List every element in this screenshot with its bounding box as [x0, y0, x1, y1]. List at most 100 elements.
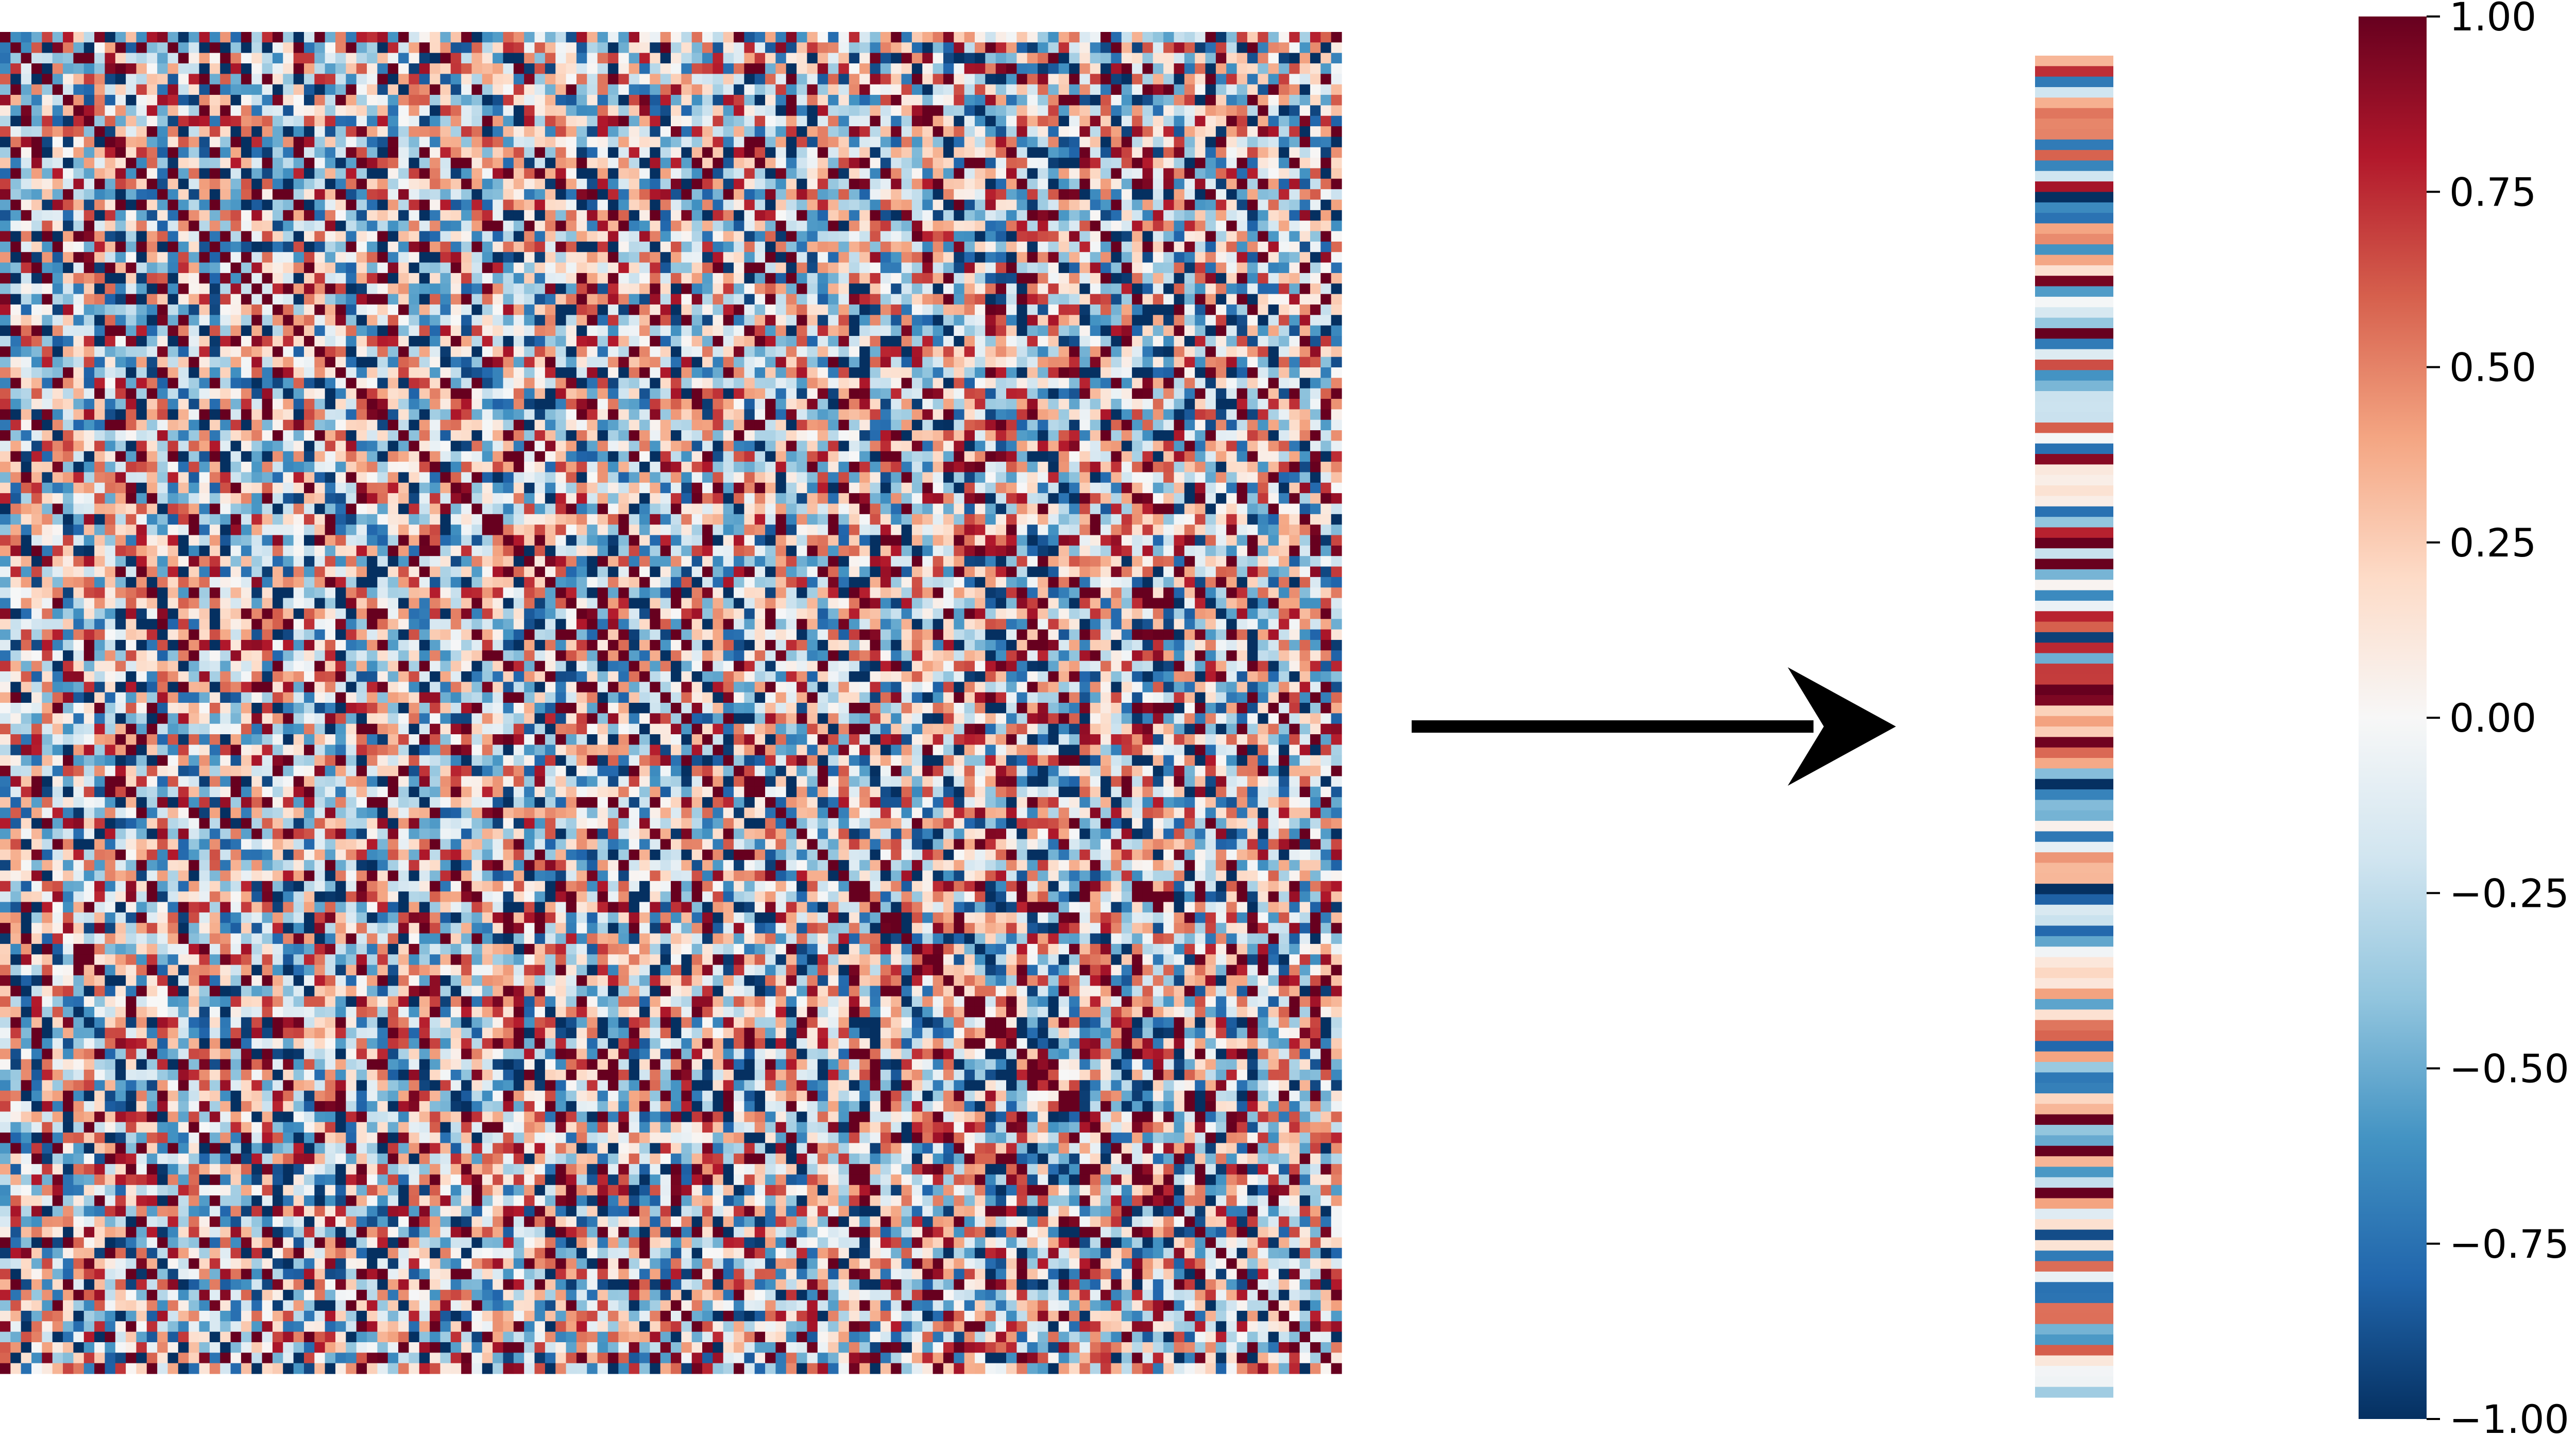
matrix-cell [1038, 315, 1048, 326]
matrix-cell [387, 262, 399, 274]
matrix-cell [849, 335, 860, 347]
matrix-cell [891, 221, 902, 232]
matrix-cell [1027, 388, 1038, 399]
matrix-cell [209, 147, 221, 158]
matrix-cell [922, 137, 934, 148]
matrix-cell [1153, 409, 1164, 420]
matrix-cell [146, 346, 158, 358]
matrix-cell [1006, 84, 1017, 95]
matrix-cell [660, 147, 671, 158]
matrix-cell [409, 430, 420, 441]
matrix-cell [1111, 189, 1122, 200]
matrix-cell [744, 273, 755, 284]
matrix-cell [691, 357, 703, 368]
matrix-cell [189, 388, 200, 399]
matrix-cell [251, 367, 263, 378]
matrix-cell [251, 419, 263, 431]
matrix-cell [461, 126, 472, 138]
matrix-cell [303, 409, 315, 420]
matrix-cell [482, 315, 493, 326]
matrix-cell [377, 105, 388, 116]
matrix-cell [1153, 357, 1164, 368]
matrix-cell [189, 367, 200, 378]
matrix-cell [1258, 430, 1269, 441]
matrix-cell [1006, 304, 1017, 315]
matrix-cell [73, 325, 84, 336]
matrix-cell [555, 231, 567, 242]
matrix-cell [1142, 126, 1154, 138]
matrix-cell [31, 325, 42, 336]
matrix-cell [1121, 315, 1132, 326]
matrix-cell [440, 388, 451, 399]
matrix-cell [555, 84, 567, 95]
matrix-cell [63, 210, 74, 221]
matrix-cell [105, 115, 116, 127]
matrix-cell [409, 189, 420, 200]
matrix-cell [178, 357, 189, 368]
matrix-cell [828, 221, 839, 232]
matrix-cell [303, 252, 315, 263]
matrix-cell [1142, 95, 1154, 106]
matrix-cell [1174, 294, 1185, 305]
matrix-cell [10, 210, 22, 221]
matrix-cell [587, 419, 598, 431]
matrix-cell [796, 126, 808, 138]
matrix-cell [293, 199, 304, 211]
matrix-cell [377, 158, 388, 169]
matrix-cell [450, 95, 462, 106]
matrix-cell [618, 325, 630, 336]
matrix-cell [1016, 399, 1028, 410]
matrix-cell [765, 178, 776, 190]
matrix-cell [1100, 357, 1112, 368]
matrix-cell [545, 231, 556, 242]
matrix-cell [901, 335, 912, 347]
matrix-cell [1079, 241, 1091, 252]
matrix-cell [817, 430, 828, 441]
matrix-cell [1142, 63, 1154, 74]
matrix-cell [283, 273, 294, 284]
matrix-cell [754, 283, 766, 295]
matrix-cell [838, 199, 850, 211]
matrix-cell [1289, 241, 1300, 252]
matrix-cell [534, 105, 546, 116]
matrix-cell [828, 63, 839, 74]
matrix-cell [199, 158, 210, 169]
matrix-cell [587, 84, 598, 95]
matrix-cell [671, 199, 682, 211]
matrix-cell [1079, 199, 1091, 211]
matrix-cell [1058, 32, 1070, 43]
matrix-cell [105, 178, 116, 190]
matrix-cell [1195, 42, 1206, 54]
matrix-cell [754, 105, 766, 116]
matrix-cell [555, 199, 567, 211]
matrix-cell [1320, 367, 1332, 378]
matrix-cell [681, 430, 692, 441]
matrix-cell [1090, 231, 1101, 242]
matrix-cell [1184, 294, 1195, 305]
matrix-cell [911, 178, 923, 190]
matrix-cell [1100, 294, 1112, 305]
matrix-cell [775, 241, 787, 252]
matrix-cell [1174, 262, 1185, 274]
matrix-cell [1006, 32, 1017, 43]
matrix-cell [42, 304, 53, 315]
matrix-cell [534, 388, 546, 399]
matrix-cell [325, 294, 336, 305]
matrix-cell [1268, 221, 1279, 232]
matrix-cell [1153, 105, 1164, 116]
matrix-cell [817, 115, 828, 127]
matrix-cell [985, 63, 996, 74]
matrix-cell [1195, 430, 1206, 441]
matrix-cell [272, 210, 283, 221]
matrix-cell [1289, 388, 1300, 399]
matrix-cell [1247, 84, 1258, 95]
matrix-cell [1174, 105, 1185, 116]
matrix-cell [1069, 367, 1080, 378]
matrix-cell [356, 315, 367, 326]
matrix-cell [1027, 315, 1038, 326]
matrix-cell [1163, 42, 1175, 54]
matrix-cell [1153, 199, 1164, 211]
matrix-cell [1016, 74, 1028, 85]
matrix-cell [63, 409, 74, 420]
matrix-cell [629, 158, 640, 169]
